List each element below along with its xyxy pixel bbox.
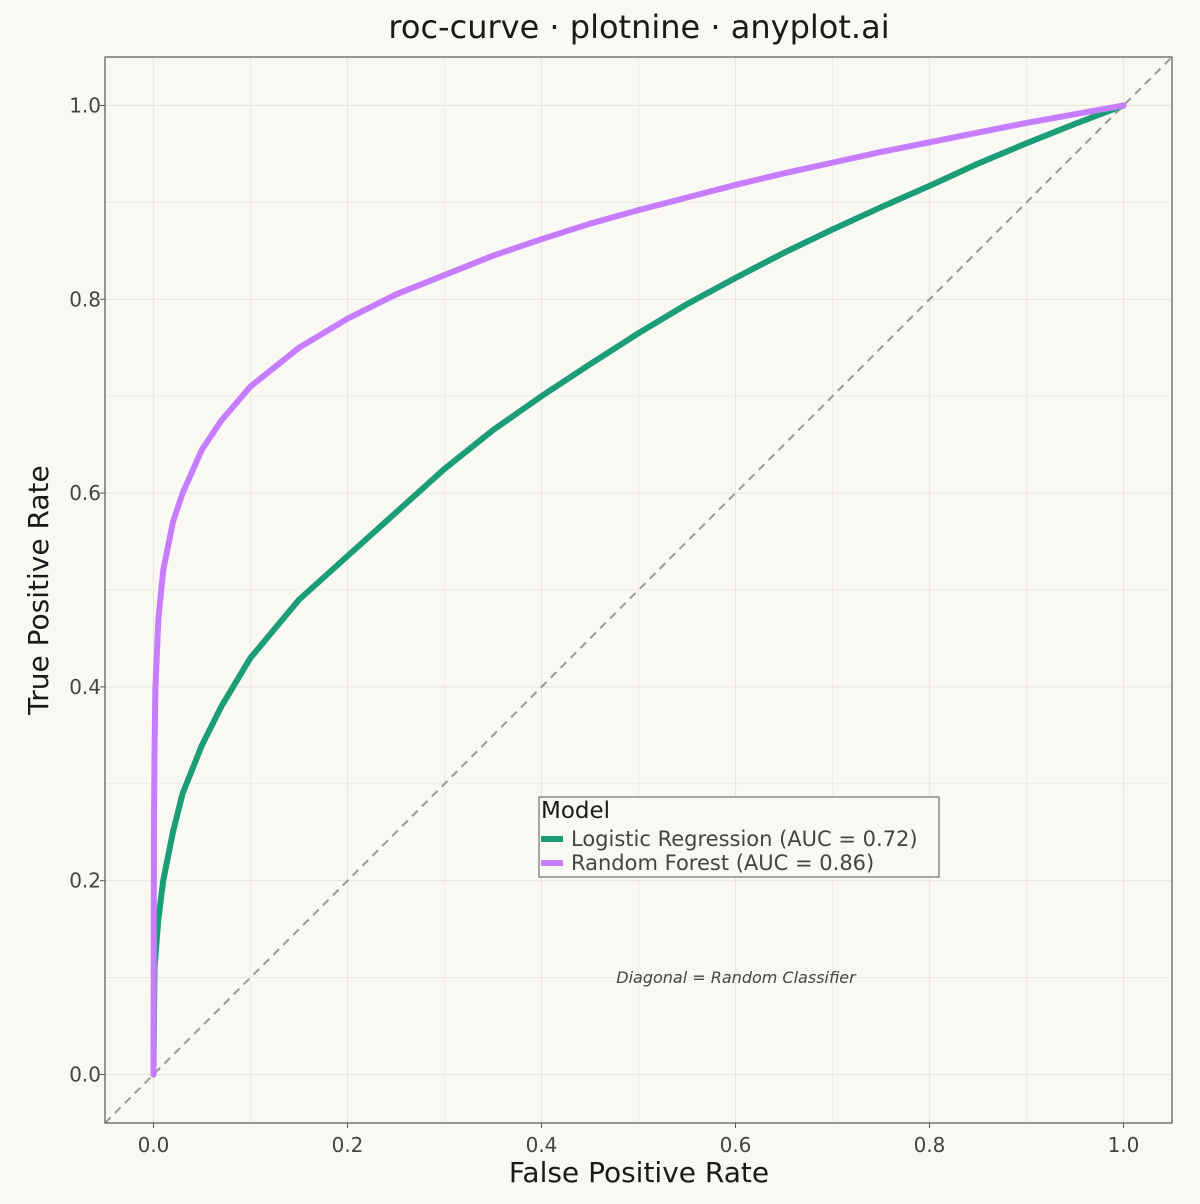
y-tick-label: 0.2 (69, 869, 101, 893)
x-tick-label: 0.8 (914, 1133, 946, 1157)
series-line-random-forest (150, 102, 1127, 1078)
x-tick-label: 1.0 (1108, 1133, 1140, 1157)
y-axis-ticks: 0.0 0.2 0.4 0.6 0.8 1.0 (69, 93, 105, 1087)
y-tick-label: 0.4 (69, 675, 101, 699)
legend-label-logistic-regression: Logistic Regression (AUC = 0.72) (571, 827, 918, 851)
legend-title: Model (541, 798, 610, 824)
gridlines (105, 57, 1172, 1123)
x-tick-label: 0.6 (720, 1133, 752, 1157)
chart-title: roc-curve · plotnine · anyplot.ai (388, 8, 889, 46)
x-tick-label: 0.2 (332, 1133, 364, 1157)
series-line-logistic-regression (150, 102, 1127, 1078)
x-tick-label: 0.4 (526, 1133, 558, 1157)
series-group (150, 102, 1127, 1078)
x-tick-label: 0.0 (138, 1133, 170, 1157)
y-tick-label: 0.6 (69, 481, 101, 505)
x-axis-label: False Positive Rate (509, 1156, 769, 1189)
y-axis-label: True Positive Rate (22, 465, 55, 715)
y-tick-label: 0.8 (69, 287, 101, 311)
legend-box (538, 796, 940, 878)
x-axis-ticks: 0.0 0.2 0.4 0.6 0.8 1.0 (138, 1123, 1140, 1157)
legend: Model Logistic Regression (AUC = 0.72) R… (538, 796, 940, 878)
y-tick-label: 0.0 (69, 1063, 101, 1087)
y-tick-label: 1.0 (69, 93, 101, 117)
legend-label-random-forest: Random Forest (AUC = 0.86) (571, 851, 874, 875)
annotation-text: Diagonal = Random Classifier (616, 968, 857, 987)
plot-panel-border (104, 56, 1173, 1124)
